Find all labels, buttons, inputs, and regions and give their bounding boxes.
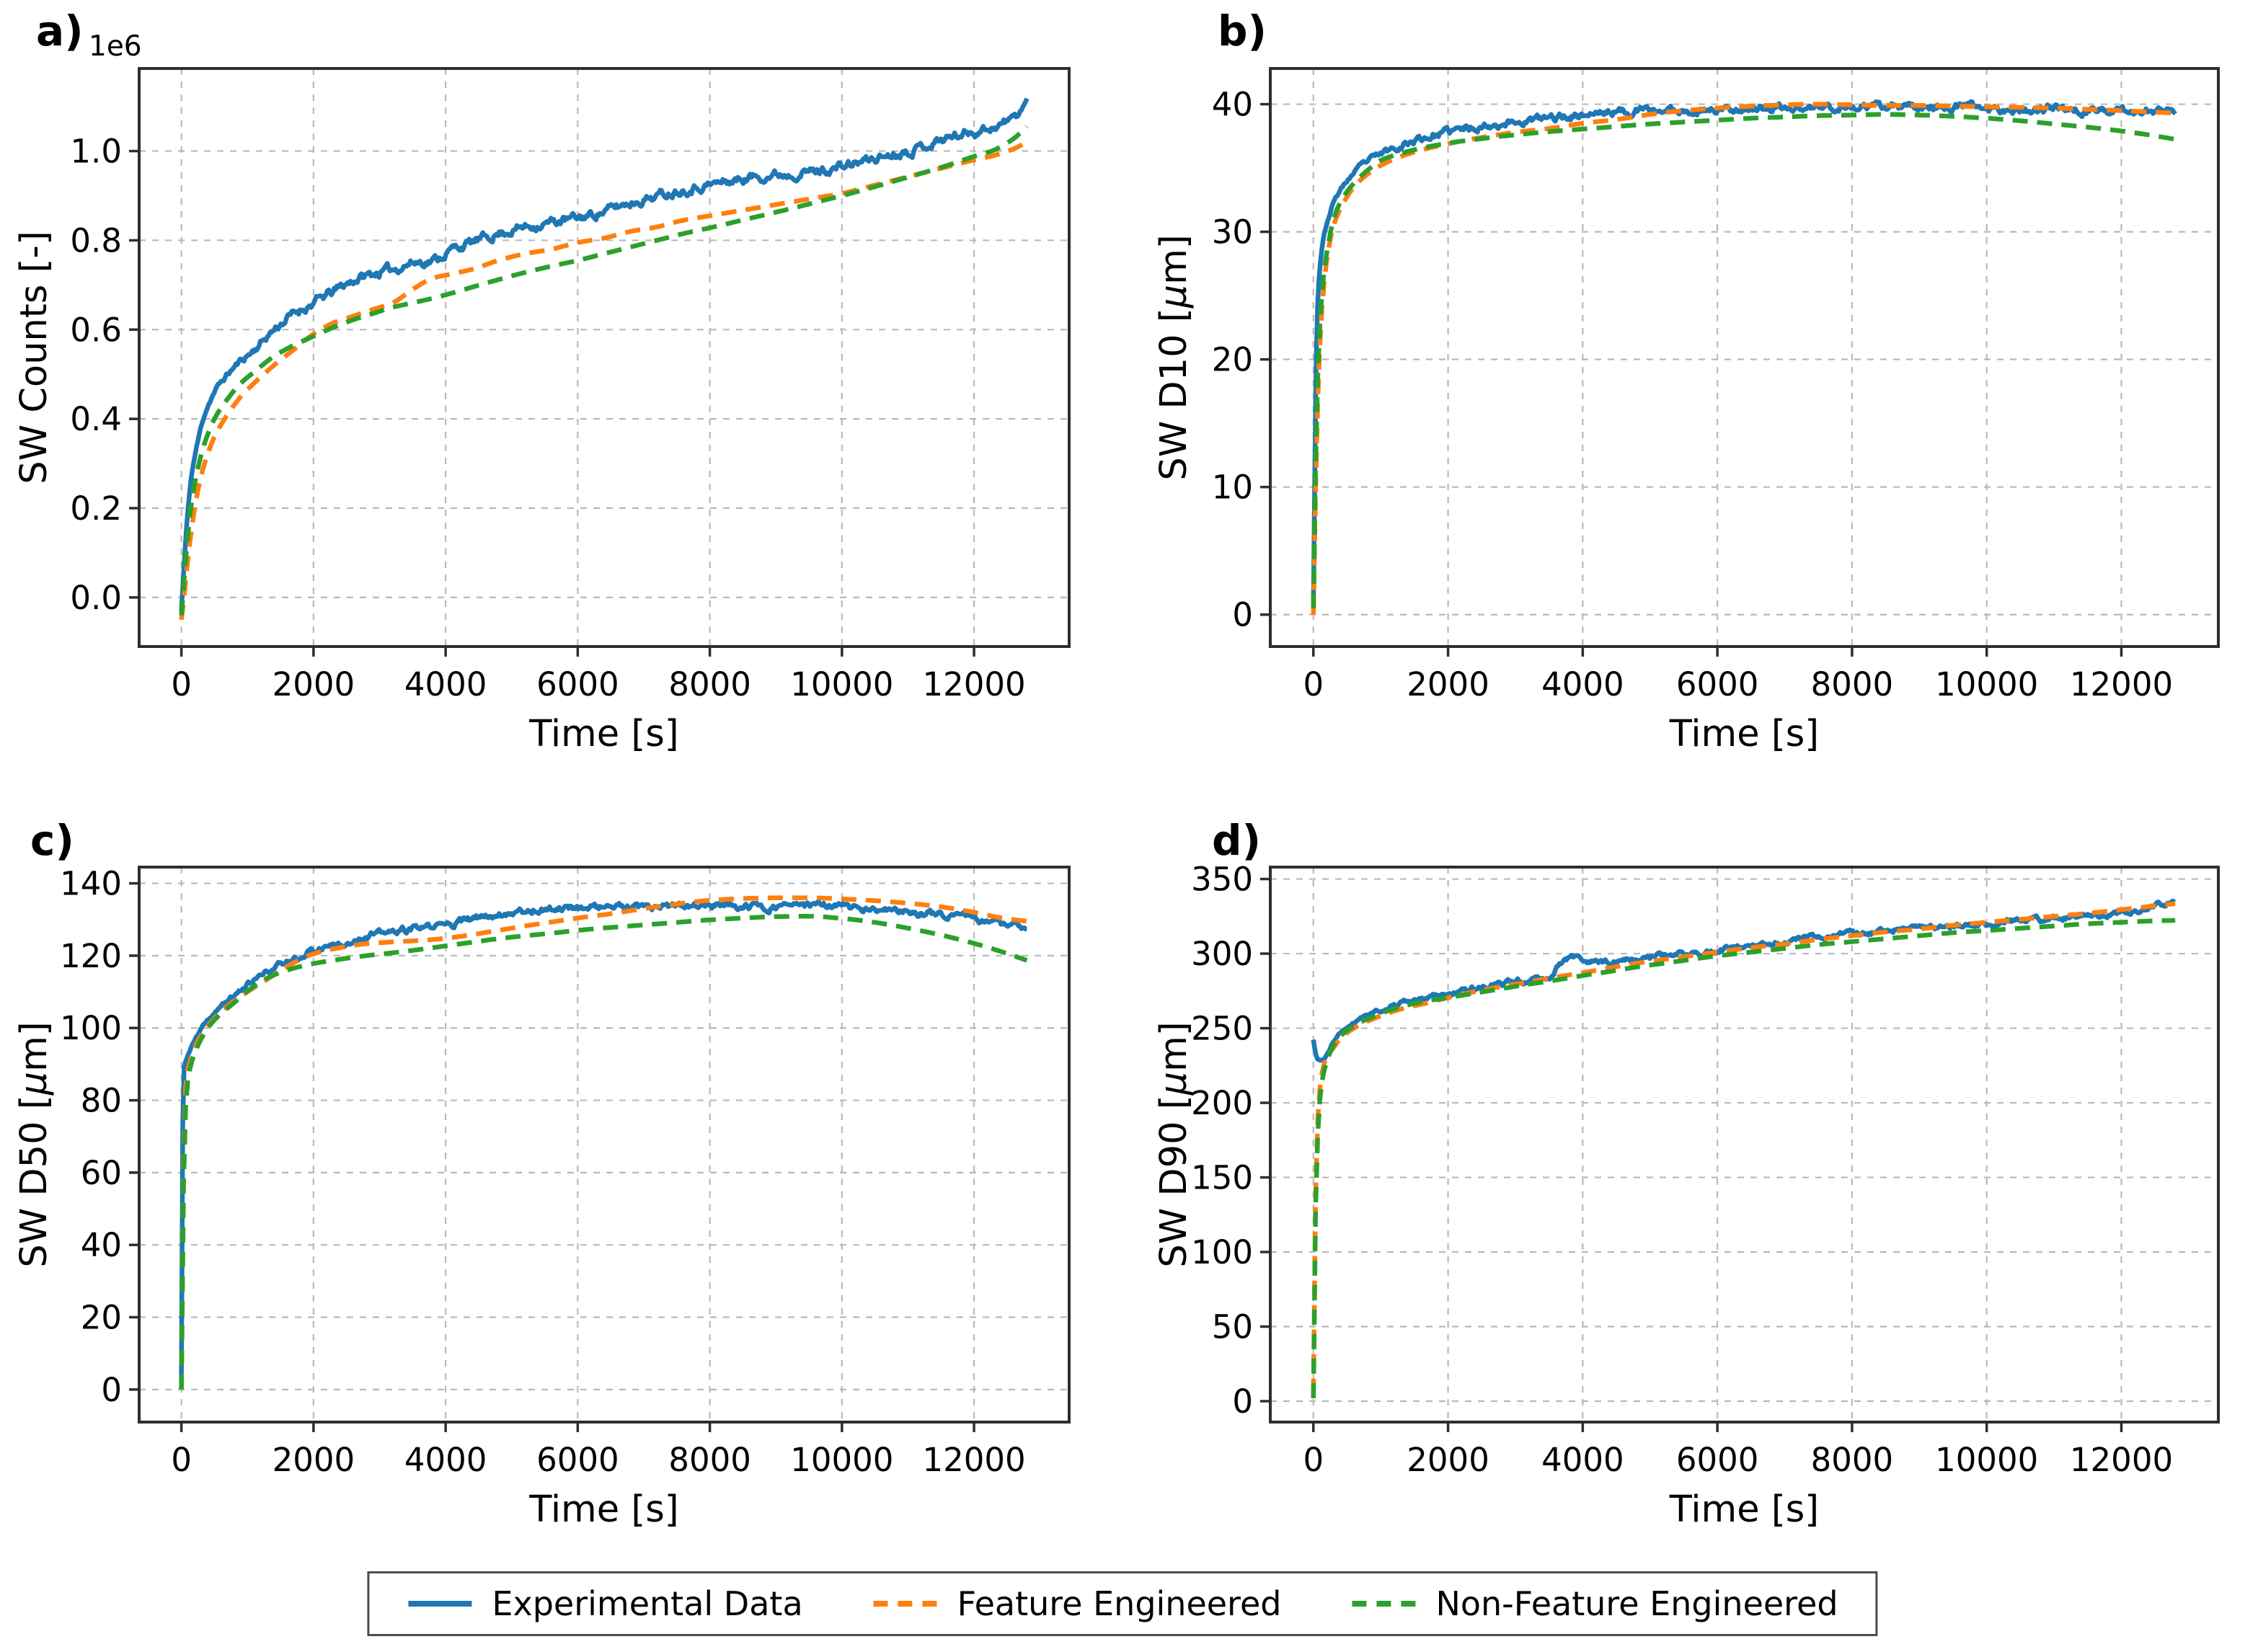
svg-text:100: 100 bbox=[1191, 1233, 1253, 1271]
solid-line-icon bbox=[408, 1601, 472, 1607]
svg-text:20: 20 bbox=[1212, 341, 1253, 379]
svg-text:10000: 10000 bbox=[1935, 665, 2038, 703]
svg-text:6000: 6000 bbox=[1676, 1441, 1759, 1479]
legend-item-feature-engineered: Feature Engineered bbox=[872, 1584, 1282, 1623]
svg-text:Time [s]: Time [s] bbox=[1669, 1488, 1819, 1531]
legend-item-non-feature-engineered: Non-Feature Engineered bbox=[1350, 1584, 1838, 1623]
legend-label: Non-Feature Engineered bbox=[1435, 1584, 1838, 1623]
svg-text:120: 120 bbox=[60, 937, 122, 975]
dashed-line-icon bbox=[1352, 1601, 1416, 1607]
svg-text:8000: 8000 bbox=[668, 665, 751, 703]
svg-text:0: 0 bbox=[101, 1371, 122, 1409]
svg-text:40: 40 bbox=[1212, 86, 1253, 124]
svg-text:10000: 10000 bbox=[790, 665, 893, 703]
svg-text:10: 10 bbox=[1212, 468, 1253, 507]
panel-b-label: b) bbox=[1218, 6, 1267, 55]
svg-text:SW Counts [-]: SW Counts [-] bbox=[13, 231, 56, 484]
svg-text:2000: 2000 bbox=[1407, 665, 1489, 703]
panel-a: a) 0 2000 4000 6000 8000 10000 12000 0.0 0.2 0.4 0… bbox=[0, 0, 1122, 804]
svg-text:0.2: 0.2 bbox=[70, 489, 122, 528]
svg-text:6000: 6000 bbox=[1676, 665, 1759, 703]
svg-text:20: 20 bbox=[81, 1299, 122, 1337]
svg-text:4000: 4000 bbox=[404, 665, 487, 703]
svg-text:4000: 4000 bbox=[1541, 1441, 1624, 1479]
legend-box: Experimental Data Feature Engineered Non-F… bbox=[367, 1571, 1878, 1636]
svg-text:4000: 4000 bbox=[404, 1441, 487, 1479]
svg-text:0.8: 0.8 bbox=[70, 221, 122, 259]
svg-text:0: 0 bbox=[1232, 596, 1253, 634]
svg-text:0: 0 bbox=[171, 665, 192, 703]
dashed-line-icon bbox=[873, 1601, 937, 1607]
svg-text:6000: 6000 bbox=[536, 1441, 619, 1479]
svg-text:8000: 8000 bbox=[668, 1441, 751, 1479]
svg-text:8000: 8000 bbox=[1811, 665, 1894, 703]
svg-text:2000: 2000 bbox=[1407, 1441, 1489, 1479]
svg-text:40: 40 bbox=[81, 1226, 122, 1264]
svg-text:140: 140 bbox=[60, 865, 122, 903]
svg-text:12000: 12000 bbox=[922, 665, 1025, 703]
svg-text:0: 0 bbox=[1303, 1441, 1324, 1479]
chart-d-plot: 0 2000 4000 6000 8000 10000 12000 0 50 100 150 200 2… bbox=[1153, 861, 2220, 1531]
svg-text:SW D10 [μm]: SW D10 [μm] bbox=[1153, 234, 1195, 480]
legend-label: Experimental Data bbox=[492, 1584, 803, 1623]
panel-a-label: a) bbox=[36, 6, 84, 55]
svg-text:300: 300 bbox=[1191, 935, 1253, 973]
svg-text:1e6: 1e6 bbox=[89, 30, 142, 63]
svg-text:1.0: 1.0 bbox=[70, 133, 122, 171]
svg-text:10000: 10000 bbox=[790, 1441, 893, 1479]
svg-text:250: 250 bbox=[1191, 1010, 1253, 1048]
svg-text:12000: 12000 bbox=[2070, 1441, 2173, 1479]
svg-text:80: 80 bbox=[81, 1082, 122, 1120]
svg-text:0: 0 bbox=[1303, 665, 1324, 703]
svg-text:350: 350 bbox=[1191, 861, 1253, 899]
svg-text:12000: 12000 bbox=[2070, 665, 2173, 703]
svg-text:4000: 4000 bbox=[1541, 665, 1624, 703]
panel-c-label: c) bbox=[30, 816, 74, 865]
svg-text:Time [s]: Time [s] bbox=[528, 713, 678, 755]
svg-text:100: 100 bbox=[60, 1009, 122, 1047]
svg-text:8000: 8000 bbox=[1811, 1441, 1894, 1479]
svg-text:SW D90 [μm]: SW D90 [μm] bbox=[1153, 1021, 1195, 1267]
svg-text:Time [s]: Time [s] bbox=[1669, 713, 1819, 755]
svg-text:2000: 2000 bbox=[273, 1441, 355, 1479]
svg-text:200: 200 bbox=[1191, 1084, 1253, 1122]
svg-text:0.0: 0.0 bbox=[70, 579, 122, 617]
svg-text:150: 150 bbox=[1191, 1159, 1253, 1197]
chart-a-plot: 0 2000 4000 6000 8000 10000 12000 0.0 0.2 0.4 0.6 0… bbox=[13, 30, 1071, 755]
svg-text:0.6: 0.6 bbox=[70, 311, 122, 349]
legend-label: Feature Engineered bbox=[957, 1584, 1282, 1623]
svg-text:12000: 12000 bbox=[922, 1441, 1025, 1479]
svg-text:60: 60 bbox=[81, 1154, 122, 1192]
svg-text:Time [s]: Time [s] bbox=[528, 1488, 678, 1531]
panel-b: b) 0 2000 4000 6000 8000 10000 12000 0 10 20 30 40 T… bbox=[1122, 0, 2245, 804]
svg-text:SW D50 [μm]: SW D50 [μm] bbox=[13, 1021, 56, 1267]
svg-text:6000: 6000 bbox=[536, 665, 619, 703]
panel-c: c) 0 2000 4000 6000 8000 10000 12000 0 20 40 60 80 1… bbox=[0, 804, 1122, 1532]
chart-b-plot: 0 2000 4000 6000 8000 10000 12000 0 10 20 30 40 Time… bbox=[1153, 67, 2220, 755]
svg-text:30: 30 bbox=[1212, 213, 1253, 252]
svg-text:0.4: 0.4 bbox=[70, 400, 122, 438]
svg-text:10000: 10000 bbox=[1935, 1441, 2038, 1479]
legend-item-experimental-data: Experimental Data bbox=[407, 1584, 803, 1623]
svg-text:50: 50 bbox=[1212, 1308, 1253, 1346]
svg-text:0: 0 bbox=[1232, 1382, 1253, 1421]
svg-text:2000: 2000 bbox=[273, 665, 355, 703]
svg-text:0: 0 bbox=[171, 1441, 192, 1479]
chart-c-plot: 0 2000 4000 6000 8000 10000 12000 0 20 40 60 80 100 1… bbox=[13, 865, 1071, 1531]
panel-d-label: d) bbox=[1212, 816, 1262, 865]
panel-d: d) 0 2000 4000 6000 8000 10000 12000 0 50 100 150 2… bbox=[1122, 804, 2245, 1532]
